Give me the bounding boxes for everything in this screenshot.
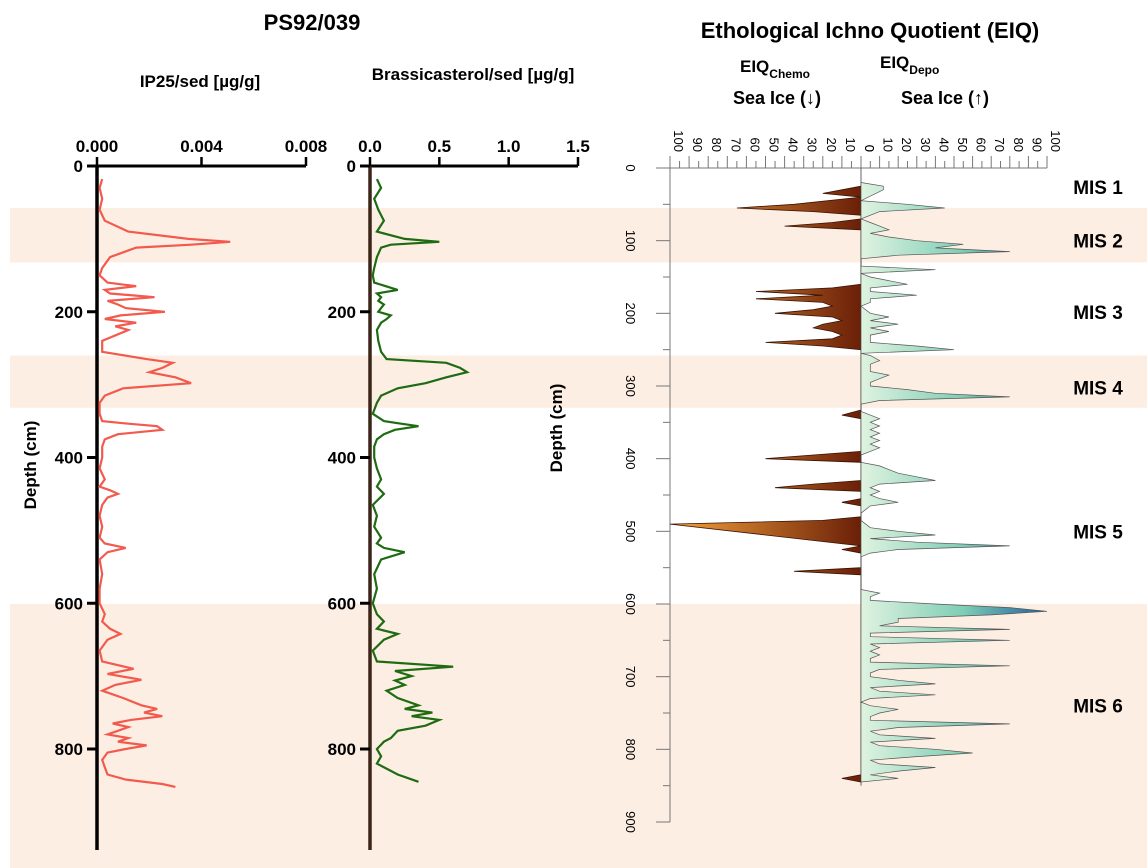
ip25-axes: 0.000 0.004 0.008 0 200 400 600 800 (55, 137, 328, 850)
depo-tick-label: 30 (918, 138, 933, 152)
x-tick-label: 1.0 (497, 137, 521, 156)
x-tick-label: 0.0 (358, 137, 382, 156)
depo-tick-label: 100 (1048, 130, 1063, 152)
eiq-y-tick-label: 100 (623, 230, 638, 252)
mis-label-2: MIS 2 (1073, 232, 1123, 253)
chemo-sea-ice-label: Sea Ice (↓) (733, 88, 821, 108)
ip25-series-line (97, 178, 231, 788)
x-tick-label: 0.008 (285, 137, 328, 156)
brassicasterol-axis-title: Brassicasterol/sed [µg/g] (372, 65, 575, 84)
x-tick-label: 0.004 (180, 137, 223, 156)
eiq-y-tick-label: 200 (623, 302, 638, 324)
eiq-depo-main: EIQ (880, 53, 909, 72)
mis-label-3: MIS 3 (1073, 303, 1123, 324)
chemo-tick-label: 0 (862, 145, 877, 152)
mis-label-5: MIS 5 (1073, 522, 1123, 543)
mis-bands (10, 207, 1147, 868)
brassicasterol-axes: 0.0 0.5 1.0 1.5 0 200 400 600 800 (328, 137, 590, 850)
y-tick-label: 400 (328, 449, 356, 468)
eiq-depo-sub: Depo (909, 63, 939, 77)
eiq-chemo-area (669, 185, 862, 783)
depo-tick-label: 40 (936, 138, 951, 152)
chemo-tick-label: 20 (824, 138, 839, 152)
depo-tick-label: 0 (862, 145, 877, 152)
y-tick-label: 600 (328, 594, 356, 613)
chemo-tick-label: 100 (671, 130, 686, 152)
eiq-chemo-sub: Chemo (769, 67, 810, 81)
depo-tick-label: 10 (881, 138, 896, 152)
y-tick-label: 800 (328, 740, 356, 759)
depo-tick-label: 60 (974, 138, 989, 152)
y-tick-label: 200 (55, 303, 83, 322)
eiq-panel: EIQChemo EIQDepo Sea Ice (↓) Sea Ice (↑)… (547, 53, 1063, 833)
chemo-tick-label: 90 (690, 138, 705, 152)
y-tick-label: 800 (55, 740, 83, 759)
depo-tick-label: 90 (1029, 138, 1044, 152)
y-tick-label: 400 (55, 449, 83, 468)
brassicasterol-series-line (371, 178, 470, 783)
depo-tick-label: 20 (899, 138, 914, 152)
depo-tick-label: 80 (1011, 138, 1026, 152)
y-tick-label: 600 (55, 594, 83, 613)
eiq-chemo-main: EIQ (740, 57, 769, 76)
y-tick-label: 0 (74, 157, 83, 176)
eiq-y-tick-label: 700 (623, 666, 638, 688)
mis-label-4: MIS 4 (1073, 378, 1123, 399)
ip25-axis-title: IP25/sed [µg/g] (140, 72, 260, 91)
depth-axis-label-left: Depth (cm) (21, 421, 40, 510)
chemo-tick-label: 30 (805, 138, 820, 152)
chemo-tick-label: 60 (747, 138, 762, 152)
eiq-y-tick-label: 600 (623, 593, 638, 615)
depo-tick-label: 50 (955, 138, 970, 152)
depo-sea-ice-label: Sea Ice (↑) (901, 88, 989, 108)
y-tick-label: 200 (328, 303, 356, 322)
eiq-y-tick-label: 900 (623, 811, 638, 833)
eiq-y-tick-label: 800 (623, 738, 638, 760)
eiq-y-tick-label: 400 (623, 448, 638, 470)
eiq-depo-label: EIQDepo (880, 53, 939, 77)
chemo-tick-label: 10 (843, 138, 858, 152)
ip25-panel: IP25/sed [µg/g] 0.000 0.004 0.008 0 200 400 60… (21, 72, 327, 850)
eiq-title: Ethological Ichno Quotient (EIQ) (701, 18, 1040, 43)
x-tick-label: 0.5 (428, 137, 452, 156)
chemo-tick-label: 70 (728, 138, 743, 152)
depo-tick-label: 70 (992, 138, 1007, 152)
depth-axis-label-right: Depth (cm) (547, 384, 566, 473)
mis-label-1: MIS 1 (1073, 178, 1123, 199)
core-title: PS92/039 (264, 10, 361, 35)
eiq-y-tick-label: 300 (623, 375, 638, 397)
eiq-y-tick-label: 0 (623, 164, 638, 171)
chemo-tick-label: 80 (709, 138, 724, 152)
mis-band-4 (10, 355, 1147, 408)
mis-band-2 (10, 207, 1147, 263)
brassicasterol-panel: Brassicasterol/sed [µg/g] 0.0 0.5 1.0 1.5 0 2… (328, 65, 590, 850)
chemo-tick-label: 40 (786, 138, 801, 152)
eiq-y-tick-label: 500 (623, 520, 638, 542)
mis-band-6 (10, 604, 1147, 868)
mis-label-6: MIS 6 (1073, 697, 1123, 718)
mis-labels: MIS 1 MIS 2 MIS 3 MIS 4 MIS 5 MIS 6 (1073, 178, 1123, 718)
chemo-tick-label: 50 (767, 138, 782, 152)
eiq-depo-area (859, 182, 1048, 783)
y-tick-label: 0 (347, 157, 356, 176)
x-tick-label: 0.000 (76, 137, 119, 156)
eiq-chemo-label: EIQChemo (740, 57, 810, 81)
x-tick-label: 1.5 (566, 137, 590, 156)
